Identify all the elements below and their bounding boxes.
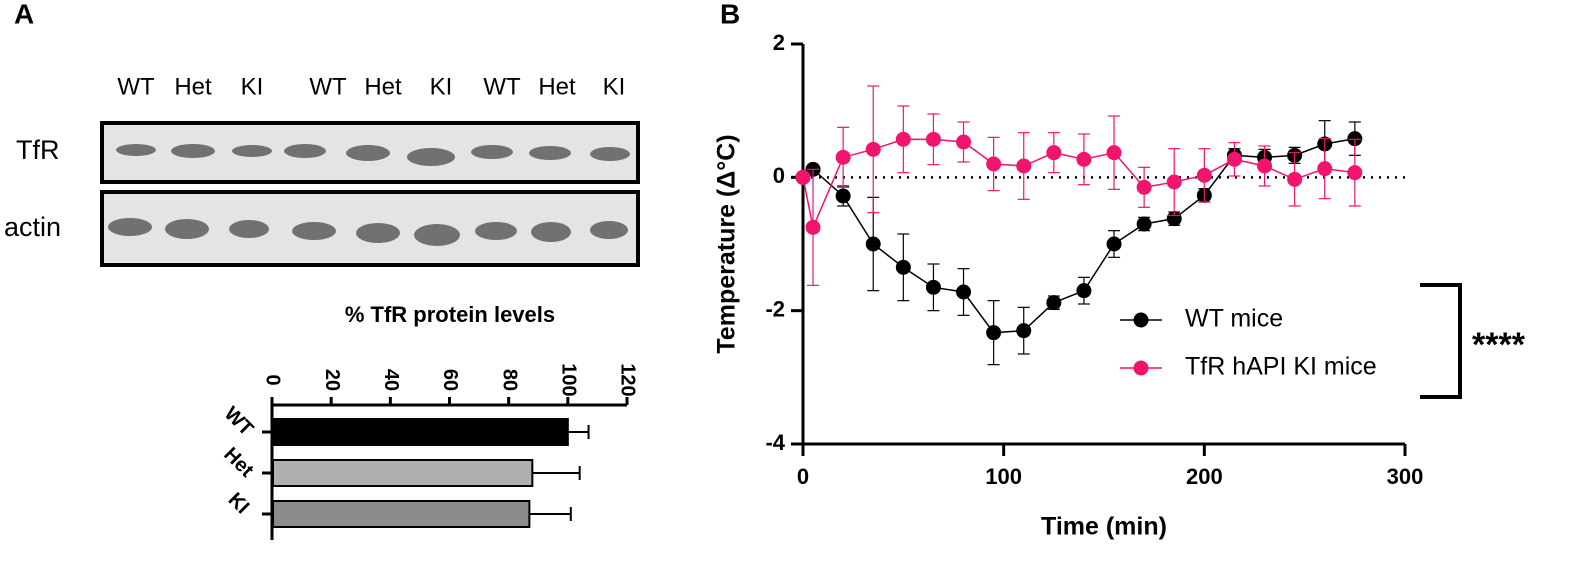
blot-row-label: actin — [4, 212, 61, 242]
x-tick-label: 0 — [262, 374, 284, 385]
panel-label: A — [14, 0, 34, 29]
lane-label: Het — [538, 73, 576, 100]
x-tick-label: 100 — [558, 363, 580, 396]
x-tick-label: 80 — [498, 369, 520, 391]
x-axis-label: Time (min) — [1041, 513, 1167, 541]
data-point — [805, 219, 821, 235]
x-tick-label: 100 — [985, 464, 1022, 489]
bar — [272, 459, 534, 487]
data-point — [1136, 179, 1152, 195]
data-point — [895, 131, 911, 147]
x-tick-label: 0 — [797, 464, 809, 489]
data-point — [1106, 236, 1122, 252]
data-point — [925, 131, 941, 147]
y-tick-label: -4 — [765, 430, 785, 455]
annotation: **** — [1472, 326, 1526, 364]
y-tick-label: -2 — [765, 296, 785, 321]
data-point — [835, 149, 851, 165]
data-point — [1257, 158, 1273, 174]
legend-label: WT mice — [1185, 305, 1283, 333]
lane-label: Het — [174, 73, 212, 100]
lane-label: KI — [241, 73, 264, 100]
data-point — [1136, 216, 1152, 232]
data-point — [1317, 161, 1333, 177]
data-point — [986, 156, 1002, 172]
legend-marker — [1133, 360, 1149, 376]
panel-label: B — [720, 0, 740, 29]
lane-label: Het — [364, 73, 402, 100]
chart-title: % TfR protein levels — [345, 302, 555, 327]
bar — [272, 500, 531, 528]
data-point — [1226, 151, 1242, 167]
data-point — [895, 259, 911, 275]
significance-bracket — [1420, 283, 1462, 399]
series-line — [802, 138, 1355, 230]
lane-label: WT — [309, 73, 347, 100]
legend-marker — [1133, 312, 1149, 328]
data-point — [835, 188, 851, 204]
data-point — [1076, 151, 1092, 167]
lane-label: KI — [430, 73, 453, 100]
lane-label: WT — [117, 73, 155, 100]
data-point — [1347, 165, 1363, 181]
data-point — [1076, 283, 1092, 299]
y-tick-label: KI — [224, 489, 254, 519]
legend-label: TfR hAPI KI mice — [1185, 353, 1377, 381]
data-point — [1046, 145, 1062, 161]
y-tick-label: 2 — [773, 30, 785, 55]
data-point — [986, 325, 1002, 341]
x-tick-label: 60 — [439, 369, 461, 391]
data-point — [1287, 171, 1303, 187]
data-point — [1106, 145, 1122, 161]
data-point — [925, 279, 941, 295]
x-tick-label: 20 — [321, 369, 343, 391]
data-point — [795, 169, 811, 185]
y-tick-label: WT — [220, 403, 258, 441]
data-point — [956, 134, 972, 150]
data-point — [1196, 167, 1212, 183]
data-point — [865, 141, 881, 157]
data-point — [956, 284, 972, 300]
blot-image — [100, 121, 640, 267]
data-point — [1016, 323, 1032, 339]
data-point — [1016, 158, 1032, 174]
x-tick-label: 300 — [1387, 464, 1424, 489]
data-point — [865, 236, 881, 252]
y-tick-label: 0 — [773, 163, 785, 188]
data-point — [1046, 295, 1062, 311]
y-axis-label: Temperature (Δ°C) — [713, 134, 741, 353]
lane-label: WT — [483, 73, 521, 100]
x-tick-label: 40 — [380, 369, 402, 391]
lane-label: KI — [603, 73, 626, 100]
data-point — [1347, 131, 1363, 147]
x-tick-label: 200 — [1186, 464, 1223, 489]
x-tick-label: 120 — [617, 363, 639, 396]
bar — [272, 418, 569, 446]
blot-row-label: TfR — [16, 135, 60, 165]
data-point — [1166, 174, 1182, 190]
y-tick-label: Het — [219, 443, 258, 482]
